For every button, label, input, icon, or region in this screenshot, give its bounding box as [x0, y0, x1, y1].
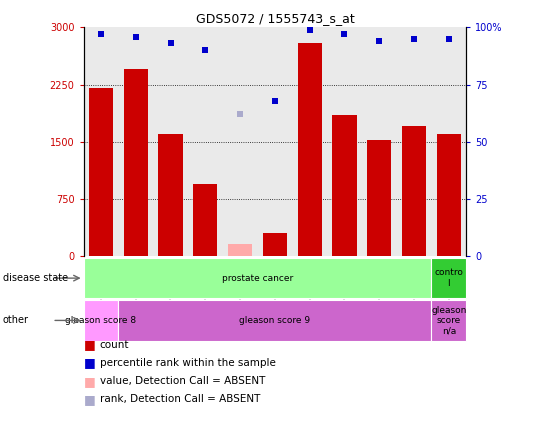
Text: rank, Detection Call = ABSENT: rank, Detection Call = ABSENT [100, 394, 260, 404]
Bar [119, 300, 431, 341]
Point [375, 38, 384, 44]
Text: gleason score 9: gleason score 9 [239, 316, 310, 325]
Point [166, 40, 175, 47]
Bar [431, 300, 466, 341]
Text: percentile rank within the sample: percentile rank within the sample [100, 358, 275, 368]
Bar [223, 27, 258, 256]
Text: gleason
score
n/a: gleason score n/a [431, 305, 467, 335]
Title: GDS5072 / 1555743_s_at: GDS5072 / 1555743_s_at [196, 12, 354, 25]
Bar [228, 244, 252, 256]
Text: ■: ■ [84, 338, 95, 351]
Point [340, 31, 349, 38]
Bar [437, 134, 461, 256]
Bar [188, 27, 223, 256]
Bar [123, 69, 148, 256]
Point [236, 111, 244, 118]
Text: ■: ■ [84, 393, 95, 406]
Bar [402, 126, 426, 256]
Point [410, 36, 418, 42]
Bar [262, 233, 287, 256]
Bar [89, 88, 113, 256]
Bar [431, 258, 466, 298]
Text: ■: ■ [84, 375, 95, 387]
Bar [332, 115, 357, 256]
Point [132, 33, 140, 40]
Point [96, 31, 105, 38]
Bar [298, 43, 322, 256]
Bar [193, 184, 218, 256]
Bar [327, 27, 362, 256]
Bar [119, 27, 153, 256]
Point [201, 47, 210, 54]
Bar [84, 27, 119, 256]
Bar [158, 134, 183, 256]
Text: disease state: disease state [3, 273, 68, 283]
Text: other: other [3, 316, 29, 325]
Bar [84, 300, 119, 341]
Text: contro
l: contro l [434, 269, 464, 288]
Text: prostate cancer: prostate cancer [222, 274, 293, 283]
Bar [258, 27, 292, 256]
Point [445, 36, 453, 42]
Bar [397, 27, 431, 256]
Bar [362, 27, 397, 256]
Point [271, 97, 279, 104]
Text: gleason score 8: gleason score 8 [65, 316, 136, 325]
Bar [153, 27, 188, 256]
Bar [292, 27, 327, 256]
Bar [367, 140, 391, 256]
Point [306, 26, 314, 33]
Text: ■: ■ [84, 357, 95, 369]
Text: value, Detection Call = ABSENT: value, Detection Call = ABSENT [100, 376, 265, 386]
Text: count: count [100, 340, 129, 350]
Bar [431, 27, 466, 256]
